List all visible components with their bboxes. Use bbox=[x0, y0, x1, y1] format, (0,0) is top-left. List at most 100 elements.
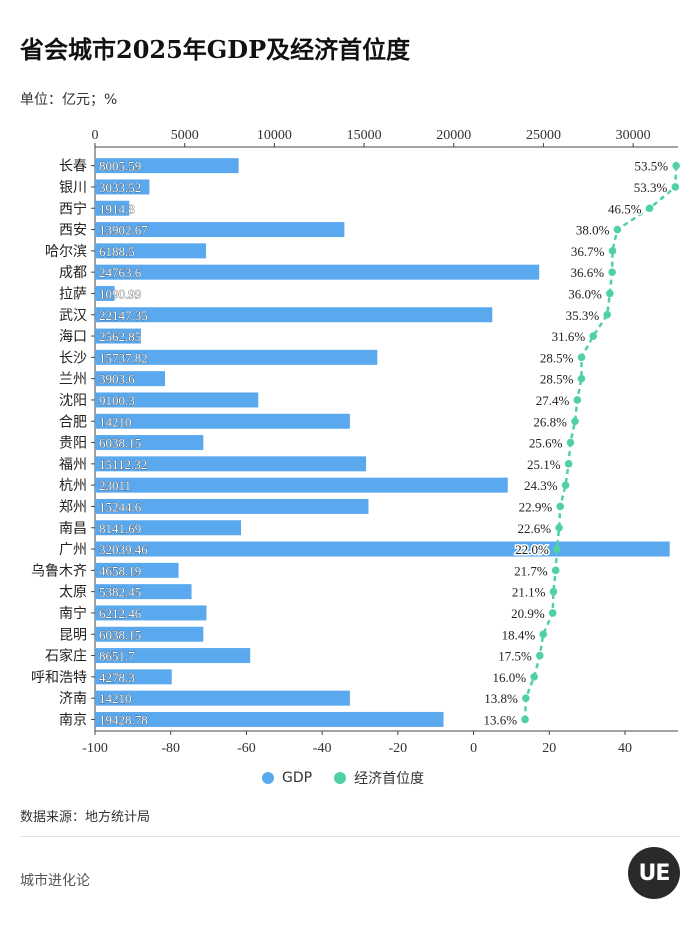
gdp-value-label: 14210 bbox=[99, 414, 132, 429]
gdp-value-label: 24763.6 bbox=[99, 265, 142, 280]
bottom-tick-label: -100 bbox=[82, 741, 108, 756]
bottom-tick-label: 0 bbox=[470, 741, 477, 756]
category-label: 哈尔滨 bbox=[45, 244, 87, 260]
gdp-bar bbox=[95, 520, 242, 536]
divider bbox=[20, 836, 680, 837]
gdp-bar bbox=[95, 413, 350, 429]
chart-title: 省会城市2025年GDP及经济首位度 bbox=[20, 35, 411, 64]
gdp-bar bbox=[95, 179, 150, 195]
primacy-value-label: 22.0% bbox=[515, 542, 549, 557]
primacy-value-label: 18.4% bbox=[502, 627, 536, 642]
gdp-bar bbox=[95, 222, 345, 238]
primacy-point bbox=[608, 268, 616, 276]
primacy-point bbox=[521, 715, 529, 724]
primacy-value-label: 36.6% bbox=[571, 265, 605, 280]
legend-gdp-swatch bbox=[262, 772, 274, 784]
gdp-value-label: 15112.32 bbox=[99, 457, 147, 472]
category-label: 海口 bbox=[59, 329, 87, 345]
bottom-tick-label: -20 bbox=[389, 741, 408, 756]
top-tick-label: 25000 bbox=[526, 128, 561, 143]
category-label: 太原 bbox=[59, 585, 87, 601]
primacy-point bbox=[671, 183, 680, 191]
gdp-bar bbox=[95, 562, 179, 578]
primacy-point bbox=[589, 332, 597, 340]
primacy-point bbox=[530, 673, 538, 681]
primacy-value-label: 46.5% bbox=[608, 201, 642, 216]
bottom-tick-label: -80 bbox=[161, 741, 180, 756]
gdp-bar bbox=[95, 541, 670, 557]
gdp-bar bbox=[95, 584, 192, 600]
primacy-point bbox=[606, 289, 614, 298]
gdp-value-label: 3903.6 bbox=[99, 372, 135, 387]
legend-item-gdp[interactable]: GDP bbox=[262, 770, 312, 786]
gdp-value-label: 13902.67 bbox=[99, 223, 148, 238]
bottom-tick-label: 20 bbox=[542, 741, 556, 756]
primacy-point bbox=[536, 651, 544, 660]
primacy-value-label: 13.6% bbox=[483, 712, 517, 727]
gdp-value-label: 6188.5 bbox=[99, 244, 135, 259]
gdp-bar bbox=[95, 328, 141, 344]
primacy-point bbox=[672, 161, 680, 170]
gdp-bar bbox=[95, 498, 369, 514]
category-label: 广州 bbox=[59, 542, 87, 558]
primacy-point bbox=[564, 460, 573, 468]
gdp-value-label: 14210 bbox=[99, 691, 132, 706]
legend-item-primacy[interactable]: 经济首位度 bbox=[334, 768, 424, 788]
primacy-point bbox=[555, 523, 563, 532]
gdp-bar bbox=[95, 392, 259, 408]
gdp-value-label: 6038.15 bbox=[99, 436, 141, 451]
gdp-value-label: 8141.69 bbox=[99, 521, 141, 536]
primacy-value-label: 17.5% bbox=[498, 649, 532, 664]
primacy-value-label: 20.9% bbox=[511, 606, 545, 621]
primacy-value-label: 36.7% bbox=[571, 244, 605, 259]
category-label: 福州 bbox=[59, 457, 87, 473]
category-label: 拉萨 bbox=[59, 286, 87, 302]
gdp-value-label: 4278.3 bbox=[99, 670, 135, 685]
gdp-bar bbox=[95, 626, 204, 642]
category-label: 合肥 bbox=[59, 414, 87, 430]
category-label: 南昌 bbox=[59, 521, 87, 537]
gdp-bar bbox=[95, 669, 172, 685]
gdp-value-label: 5382.45 bbox=[99, 585, 141, 600]
logo: UE bbox=[628, 847, 680, 899]
gdp-value-label: 9100.3 bbox=[99, 393, 135, 408]
top-tick-label: 15000 bbox=[347, 128, 382, 143]
top-tick-label: 30000 bbox=[616, 128, 651, 143]
primacy-point bbox=[553, 545, 561, 553]
brand-name: 城市进化论 bbox=[20, 873, 90, 889]
gdp-value-label: 6212.46 bbox=[99, 606, 142, 621]
gdp-value-label: 1090.99 bbox=[99, 286, 141, 301]
top-tick-label: 20000 bbox=[436, 128, 471, 143]
category-label: 西安 bbox=[59, 223, 87, 239]
primacy-value-label: 25.6% bbox=[529, 436, 563, 451]
primacy-value-label: 27.4% bbox=[536, 393, 570, 408]
primacy-value-label: 35.3% bbox=[566, 308, 600, 323]
gdp-value-label: 8005.59 bbox=[99, 159, 141, 174]
category-label: 乌鲁木齐 bbox=[31, 563, 87, 579]
top-tick-label: 0 bbox=[92, 128, 99, 143]
primacy-value-label: 53.3% bbox=[634, 180, 668, 195]
top-tick-label: 5000 bbox=[171, 128, 199, 143]
primacy-value-label: 31.6% bbox=[552, 329, 586, 344]
gdp-value-label: 32039.46 bbox=[99, 542, 148, 557]
gdp-bar bbox=[95, 711, 444, 727]
primacy-point bbox=[566, 438, 575, 447]
category-label: 济南 bbox=[59, 691, 87, 707]
primacy-point bbox=[549, 587, 558, 596]
top-tick-label: 10000 bbox=[257, 128, 292, 143]
primacy-point bbox=[551, 566, 560, 575]
category-label: 郑州 bbox=[59, 499, 87, 515]
category-label: 武汉 bbox=[59, 308, 87, 324]
category-label: 兰州 bbox=[59, 372, 87, 388]
primacy-value-label: 53.5% bbox=[635, 159, 669, 174]
category-label: 长沙 bbox=[59, 350, 87, 366]
gdp-bar bbox=[95, 158, 239, 174]
primacy-value-label: 16.0% bbox=[493, 670, 527, 685]
gdp-bar bbox=[95, 605, 207, 621]
gdp-value-label: 1914.8 bbox=[99, 201, 135, 216]
gdp-bar bbox=[95, 690, 350, 706]
gdp-bar bbox=[95, 456, 367, 472]
category-label: 杭州 bbox=[59, 478, 87, 494]
gdp-bar bbox=[95, 371, 166, 387]
gdp-bar bbox=[95, 435, 204, 451]
